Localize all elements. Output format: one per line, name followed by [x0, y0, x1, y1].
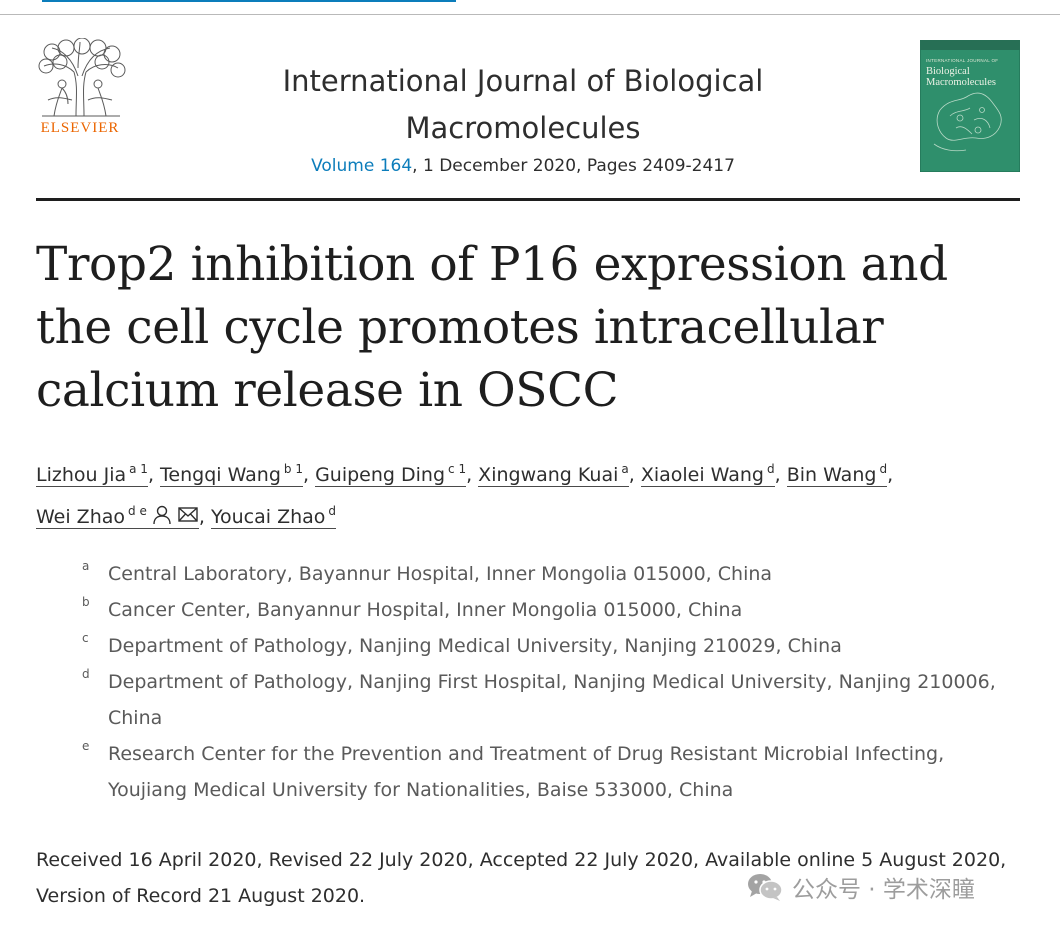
affiliation-text: Research Center for the Prevention and T…	[108, 743, 945, 801]
volume-link[interactable]: Volume 164	[311, 156, 413, 176]
author-affiliation-marker: d	[767, 462, 775, 476]
issue-line: Volume 164, 1 December 2020, Pages 2409-…	[230, 156, 816, 176]
top-link-underline	[42, 0, 456, 2]
affiliation-text: Cancer Center, Banyannur Hospital, Inner…	[108, 599, 743, 621]
author-affiliation-marker: c 1	[448, 462, 467, 476]
author-name: Xingwang Kuai	[478, 464, 619, 486]
affiliation-item: a Central Laboratory, Bayannur Hospital, …	[80, 556, 1020, 592]
watermark: 公众号 · 学术深瞳	[746, 870, 975, 904]
article-title: Trop2 inhibition of P16 expression and t…	[36, 237, 948, 418]
author-separator: ,	[466, 464, 479, 486]
issue-details: , 1 December 2020, Pages 2409-2417	[412, 156, 735, 176]
affiliation-label: d	[82, 667, 90, 681]
journal-header: International Journal of Biological Macr…	[230, 58, 816, 176]
author-separator: ,	[198, 506, 211, 528]
author-separator: ,	[887, 464, 894, 486]
elsevier-logo[interactable]: ELSEVIER	[32, 38, 128, 138]
cover-title: Biological Macromolecules	[926, 66, 996, 88]
author-separator: ,	[628, 464, 641, 486]
journal-title-line1[interactable]: International Journal of Biological	[282, 64, 764, 98]
author-name: Youcai Zhao	[210, 506, 326, 528]
author-separator: ,	[302, 464, 316, 486]
author-link[interactable]: Xiaolei Wang d	[640, 462, 775, 487]
author-link[interactable]: Guipeng Ding c 1	[315, 462, 467, 487]
article-history-dates: Received 16 April 2020, Revised 22 July …	[36, 849, 1007, 907]
affiliation-text: Department of Pathology, Nanjing Medical…	[108, 635, 842, 657]
envelope-icon	[177, 502, 199, 538]
header-divider	[36, 198, 1020, 201]
author-name: Wei Zhao	[36, 506, 126, 528]
affiliation-item: e Research Center for the Prevention and …	[80, 736, 1020, 808]
affiliation-text: Department of Pathology, Nanjing First H…	[108, 671, 996, 729]
cover-art	[920, 40, 1020, 172]
affiliation-list: a Central Laboratory, Bayannur Hospital, …	[80, 556, 1020, 808]
journal-cover-image[interactable]: INTERNATIONAL JOURNAL OF Biological Macr…	[920, 40, 1020, 172]
author-name: Bin Wang	[786, 464, 877, 486]
affiliation-label: e	[82, 739, 90, 753]
author-separator: ,	[147, 464, 161, 486]
author-affiliation-marker: d	[328, 504, 337, 518]
author-affiliation-marker: d	[879, 462, 888, 476]
author-link[interactable]: Bin Wang d	[786, 462, 888, 487]
author-name: Guipeng Ding	[315, 464, 446, 486]
journal-title-line2[interactable]: Macromolecules	[405, 111, 641, 145]
author-link[interactable]: Tengqi Wang b 1	[160, 462, 303, 487]
wechat-icon	[748, 874, 783, 901]
watermark-text: 公众号 · 学术深瞳	[792, 877, 975, 903]
author-affiliation-marker: a 1	[129, 462, 148, 476]
author-name: Tengqi Wang	[160, 464, 281, 486]
affiliation-item: d Department of Pathology, Nanjing First …	[80, 664, 1020, 736]
author-link[interactable]: Xingwang Kuai a	[478, 462, 629, 487]
author-affiliation-marker: a	[621, 462, 629, 476]
cover-kicker: INTERNATIONAL JOURNAL OF	[926, 58, 999, 63]
affiliation-label: a	[82, 559, 90, 573]
affiliation-label: c	[82, 631, 89, 645]
publisher-name: ELSEVIER	[40, 120, 120, 136]
author-link[interactable]: Lizhou Jia a 1	[36, 462, 148, 487]
author-name: Xiaolei Wang	[640, 464, 764, 486]
tree-icon	[38, 38, 126, 117]
author-affiliation-marker: d e	[128, 504, 147, 518]
top-divider	[0, 14, 1060, 15]
author-affiliation-marker: b 1	[283, 462, 303, 476]
affiliation-text: Central Laboratory, Bayannur Hospital, I…	[108, 563, 773, 585]
author-name: Lizhou Jia	[36, 464, 127, 486]
author-separator: ,	[774, 464, 787, 486]
author-list: Lizhou Jia a 1, Tengqi Wang b 1, Guipeng D…	[36, 451, 1026, 538]
affiliation-item: b Cancer Center, Banyannur Hospital, Inne…	[80, 592, 1020, 628]
affiliation-item: c Department of Pathology, Nanjing Medica…	[80, 628, 1020, 664]
author-link-corresponding[interactable]: Wei Zhao d e	[36, 504, 199, 529]
person-icon	[151, 502, 173, 538]
affiliation-label: b	[82, 595, 90, 609]
author-link[interactable]: Youcai Zhao d	[210, 504, 337, 529]
